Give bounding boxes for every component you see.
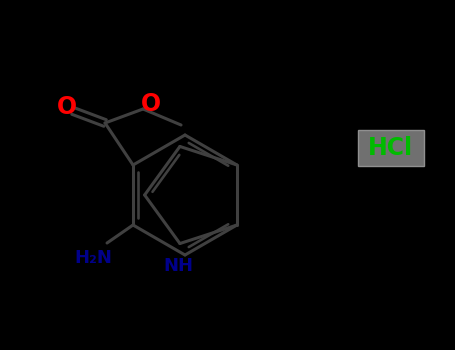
Bar xyxy=(358,130,424,166)
Text: O: O xyxy=(141,92,161,116)
Text: HCl: HCl xyxy=(368,136,413,160)
Text: O: O xyxy=(57,95,77,119)
Text: H₂N: H₂N xyxy=(74,249,112,267)
Text: NH: NH xyxy=(163,257,193,274)
